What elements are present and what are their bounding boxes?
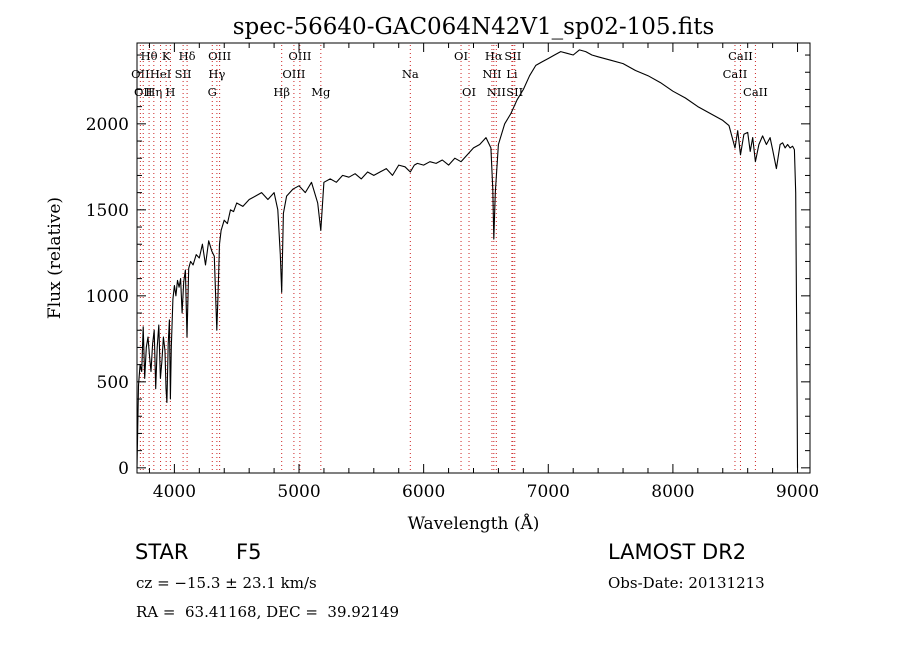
object-subclass: F5 — [236, 540, 262, 564]
object-class: STAR — [135, 540, 189, 564]
line-label: Li — [506, 67, 518, 81]
line-label: Hθ — [141, 49, 158, 63]
redshift-text: cz = −15.3 ± 23.1 km/s — [136, 574, 317, 592]
line-label: OIII — [208, 49, 231, 63]
spectrum-line — [136, 49, 799, 468]
y-tick-label: 500 — [97, 373, 129, 393]
line-label: Na — [402, 67, 419, 81]
chart-title: spec-56640-GAC064N42V1_sp02-105.fits — [233, 14, 715, 40]
coordinates-text: RA = 63.41168, DEC = 39.92149 — [136, 603, 400, 621]
line-label: NII — [482, 67, 501, 81]
line-label: Hα — [485, 49, 503, 63]
x-axis-label: Wavelength (Å) — [408, 513, 540, 534]
y-tick-label: 2000 — [86, 115, 129, 135]
line-label: SII — [175, 67, 192, 81]
x-tick-label: 6000 — [402, 482, 445, 502]
line-label: Hδ — [179, 49, 196, 63]
line-label: Mg — [311, 85, 331, 99]
x-tick-label: 9000 — [776, 482, 819, 502]
line-label: SII — [506, 85, 523, 99]
plot-frame — [136, 42, 811, 474]
y-tick-label: 0 — [118, 459, 129, 479]
line-label: CaII — [728, 49, 753, 63]
line-label: OII — [131, 67, 150, 81]
line-label: OIII — [288, 49, 311, 63]
line-label: OI — [462, 85, 476, 99]
line-label: OII — [134, 85, 153, 99]
line-label: Hη — [145, 85, 162, 99]
line-label: HeI — [150, 67, 171, 81]
y-tick-label: 1500 — [86, 201, 129, 221]
y-tick-label: 1000 — [86, 287, 129, 307]
line-label: Hβ — [273, 85, 290, 99]
x-tick-label: 7000 — [527, 482, 570, 502]
line-label: SII — [504, 49, 521, 63]
y-axis-label: Flux (relative) — [45, 197, 65, 319]
x-tick-label: 4000 — [153, 482, 196, 502]
line-label: OI — [454, 49, 468, 63]
line-label: G — [208, 85, 217, 99]
x-tick-label: 5000 — [277, 482, 320, 502]
observation-date: Obs-Date: 20131213 — [608, 574, 765, 592]
line-label: CaII — [723, 67, 748, 81]
line-label: K — [162, 49, 171, 63]
line-label: CaII — [743, 85, 768, 99]
line-label: OIII — [282, 67, 305, 81]
data-release-label: LAMOST DR2 — [608, 540, 747, 564]
x-tick-label: 8000 — [651, 482, 694, 502]
line-label: H — [165, 85, 175, 99]
line-label: Hγ — [208, 67, 225, 81]
line-label: NII — [487, 85, 506, 99]
